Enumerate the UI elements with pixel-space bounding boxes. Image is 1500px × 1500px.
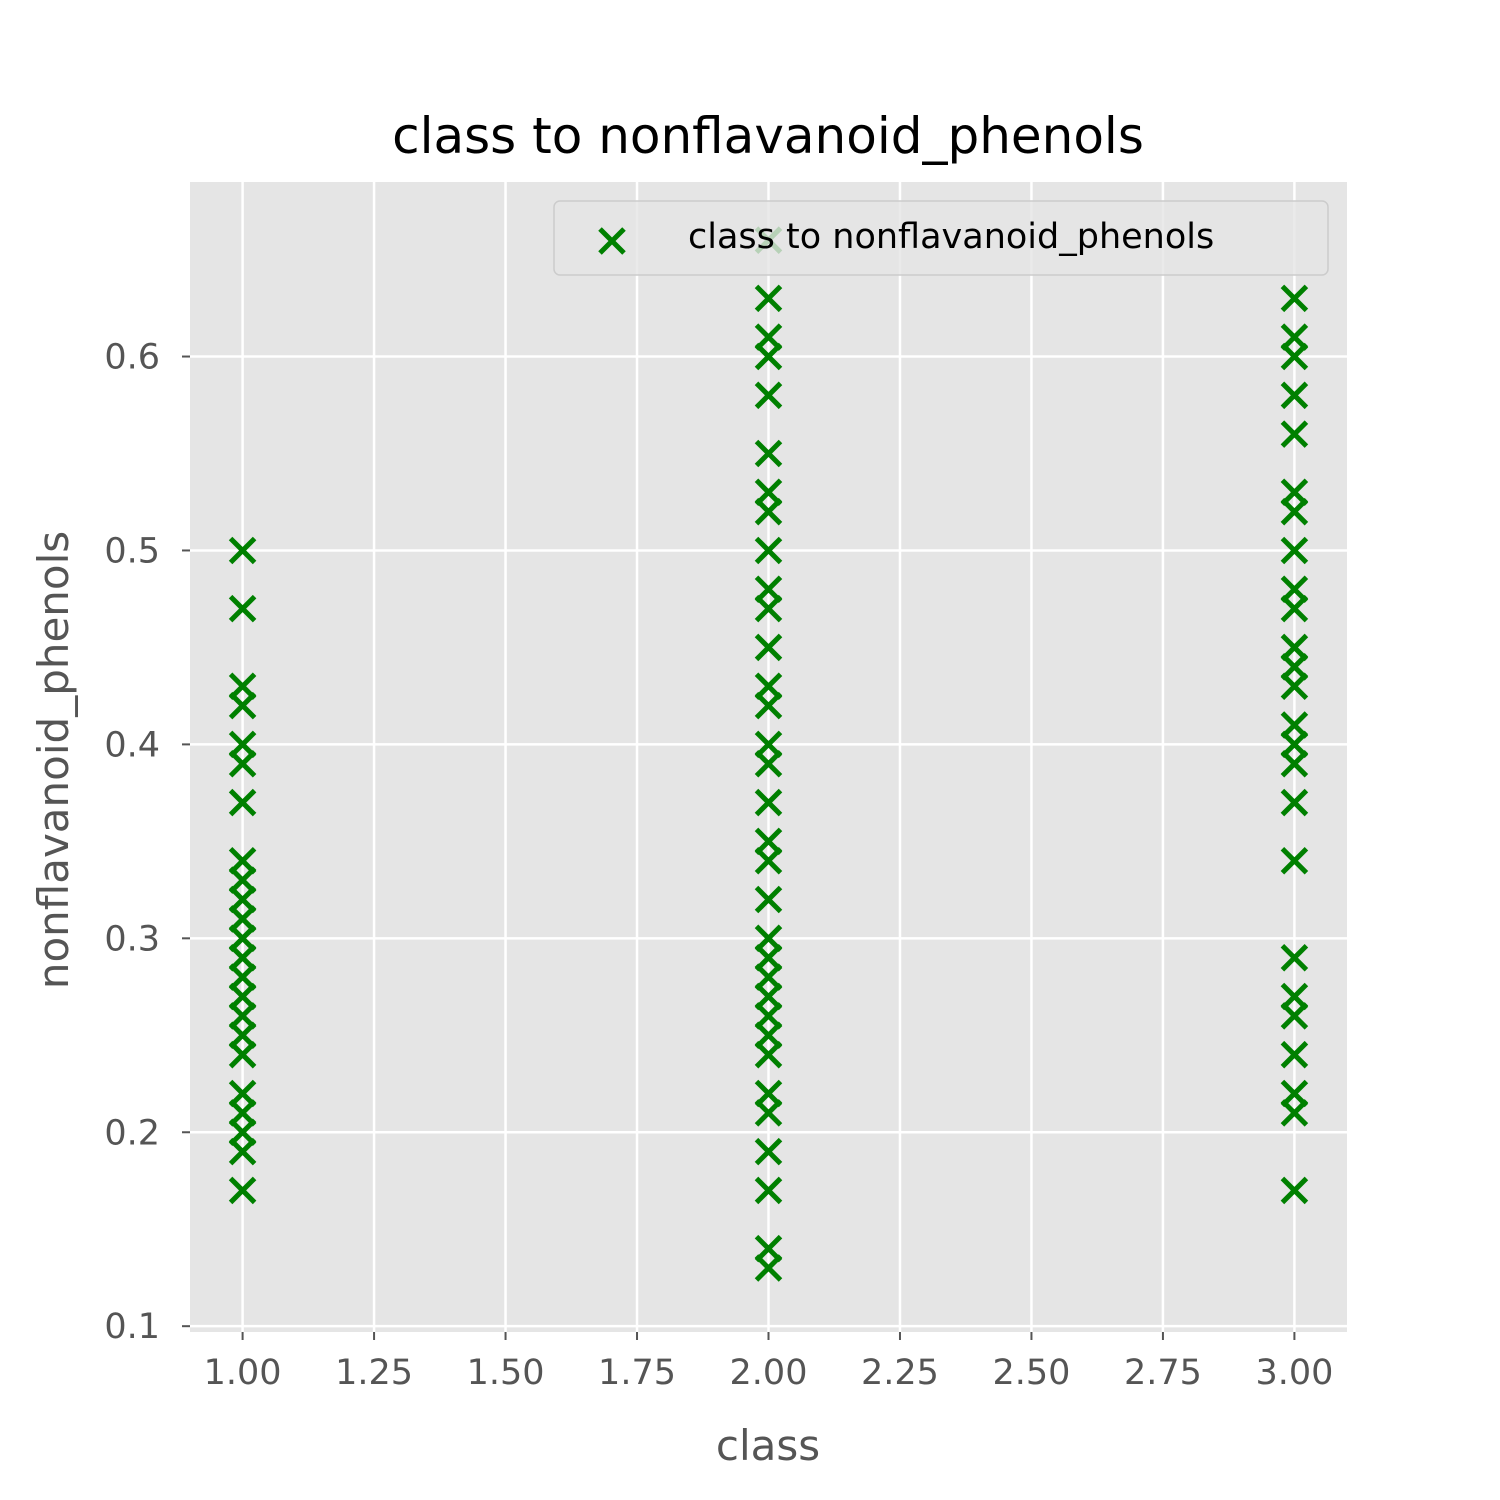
- y-tick-label: 0.3: [104, 919, 160, 959]
- data-point: [1280, 1176, 1309, 1205]
- data-point: [228, 1176, 257, 1205]
- data-point: [1280, 846, 1309, 875]
- data-point: [1280, 594, 1309, 623]
- legend-box: [553, 200, 1329, 276]
- data-point: [228, 536, 257, 565]
- data-point: [754, 536, 783, 565]
- data-point: [754, 284, 783, 313]
- x-tick-label: 1.75: [598, 1353, 676, 1393]
- data-point: [1280, 497, 1309, 526]
- y-axis-label: nonflavanoid_phenols: [29, 531, 78, 989]
- data-point: [1280, 1002, 1309, 1030]
- axis-ticks: 1.00 1.25 1.50 1.75 2.00 2.25 2.50 2.75 3.00 0.1 0…: [104, 338, 1333, 1393]
- x-tick-label: 1.00: [204, 1353, 282, 1393]
- data-point: [1280, 284, 1309, 313]
- data-point: [754, 381, 783, 410]
- data-point: [754, 342, 783, 371]
- data-point: [754, 594, 783, 623]
- y-tick-label: 0.2: [104, 1113, 160, 1153]
- data-point: [1280, 420, 1309, 448]
- y-tick-label: 0.1: [104, 1307, 160, 1347]
- data-point: [754, 1254, 783, 1282]
- x-tick-label: 2.00: [730, 1353, 808, 1393]
- data-point: [228, 750, 257, 778]
- y-tick-label: 0.5: [104, 531, 160, 571]
- x-tick-label: 1.50: [467, 1353, 545, 1393]
- data-point: [754, 750, 783, 778]
- data-point: [754, 439, 783, 468]
- data-point: [754, 691, 783, 720]
- data-point: [228, 594, 257, 623]
- legend-x-marker: [598, 227, 626, 255]
- x-tick-label: 2.75: [1124, 1353, 1202, 1393]
- chart-title: class to nonflavanoid_phenols: [392, 107, 1144, 165]
- data-point: [754, 497, 783, 526]
- data-point: [1280, 1099, 1309, 1127]
- data-point: [1280, 1040, 1309, 1069]
- data-point: [1280, 672, 1309, 700]
- y-tick-label: 0.6: [104, 338, 160, 378]
- data-point: [1280, 536, 1309, 565]
- legend: class to nonflavanoid_phenols: [553, 200, 1329, 276]
- data-points: [228, 226, 1309, 1282]
- data-point: [1280, 750, 1309, 778]
- data-point: [754, 1040, 783, 1069]
- x-tick-label: 2.25: [861, 1353, 939, 1393]
- data-point: [1280, 381, 1309, 410]
- data-point: [228, 1040, 257, 1069]
- data-point: [228, 691, 257, 720]
- x-axis-label: class: [716, 1421, 820, 1470]
- x-tick-label: 1.25: [335, 1353, 413, 1393]
- data-point: [754, 788, 783, 817]
- data-point: [754, 1176, 783, 1205]
- data-point: [1280, 788, 1309, 817]
- data-point: [754, 885, 783, 914]
- data-point: [1280, 342, 1309, 371]
- data-point: [754, 1099, 783, 1127]
- data-point: [754, 1137, 783, 1166]
- legend-label: class to nonflavanoid_phenols: [688, 217, 1214, 257]
- x-tick-label: 3.00: [1255, 1353, 1333, 1393]
- x-tick-label: 2.50: [992, 1353, 1070, 1393]
- data-point: [754, 846, 783, 875]
- y-tick-label: 0.4: [104, 725, 160, 765]
- data-point: [228, 1137, 257, 1166]
- data-point: [754, 633, 783, 662]
- data-point: [1280, 943, 1309, 972]
- data-point: [228, 788, 257, 817]
- legend-marker-icon: [598, 227, 626, 255]
